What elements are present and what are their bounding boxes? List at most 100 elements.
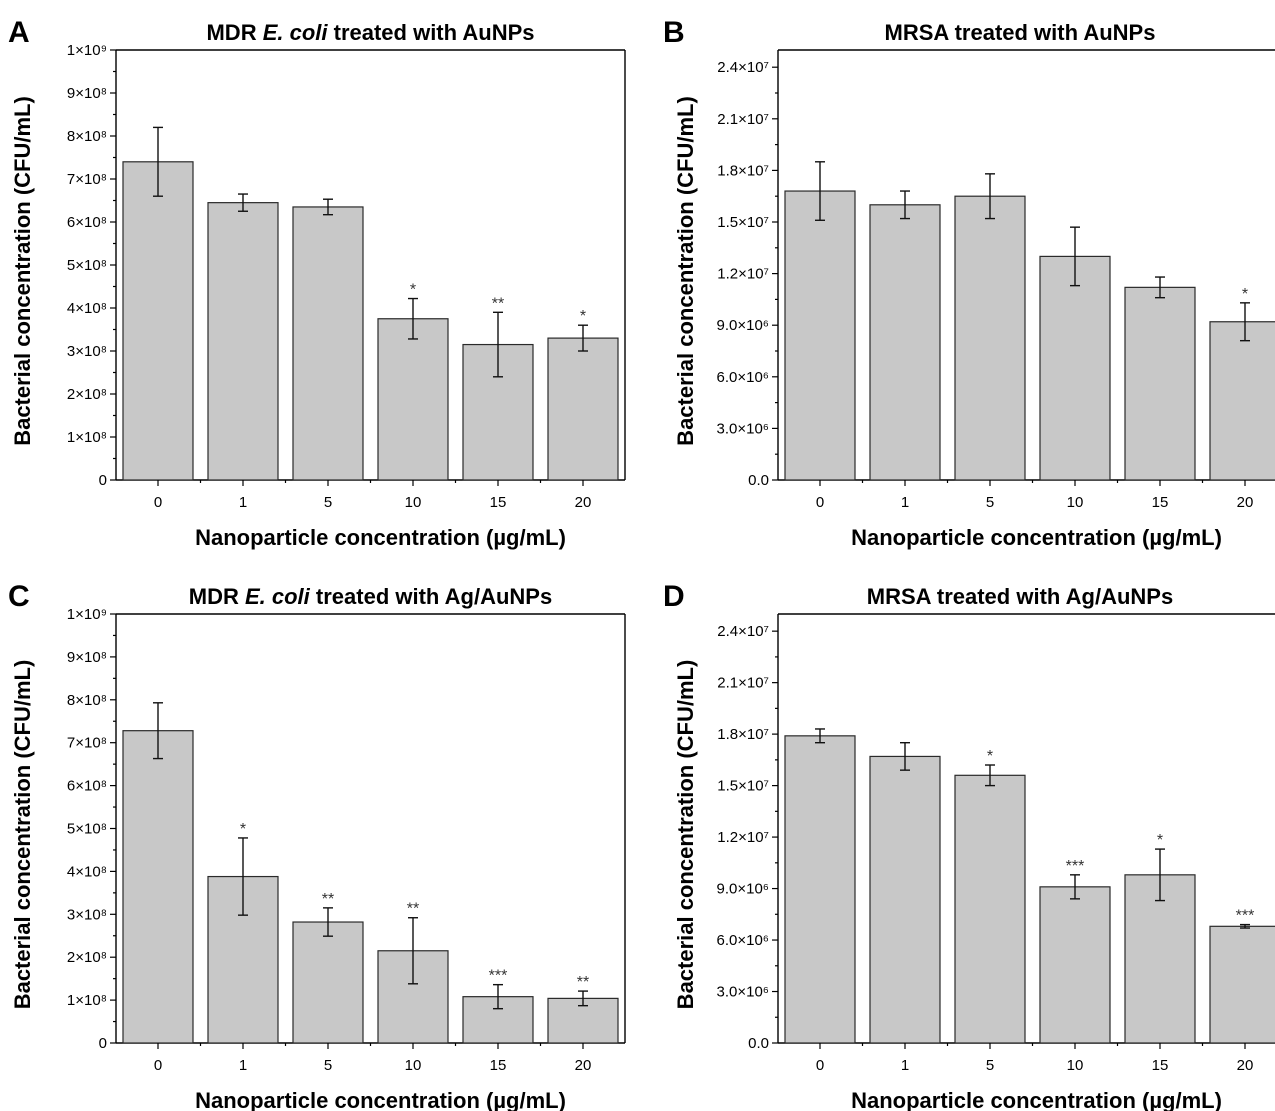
y-tick-label: 7×10⁸	[67, 735, 107, 752]
significance-marker: **	[322, 891, 334, 908]
bar-10	[1039, 886, 1111, 1044]
x-tick-label: 5	[986, 1057, 994, 1074]
chart-panel-a: A MDR E. coli treated with AuNPs 0 1×10⁸ 2×1…	[8, 16, 626, 550]
error-bar-1	[900, 742, 910, 771]
error-bar-5	[985, 173, 995, 220]
x-tick-label: 1	[239, 1057, 247, 1074]
chart-panel-d: D MRSA treated with Ag/AuNPs 0.0 3.0×10⁶ 6.0…	[663, 580, 1275, 1111]
x-tick-label: 0	[816, 1057, 824, 1074]
error-bar-0	[153, 702, 163, 760]
error-bar-0	[815, 161, 825, 221]
panel-letter: D	[663, 580, 685, 613]
x-tick-label: 0	[816, 494, 824, 511]
significance-marker: *	[580, 308, 586, 325]
panel-letter: C	[8, 580, 30, 613]
chart-title: MDR E. coli treated with Ag/AuNPs	[189, 584, 552, 609]
chart-panel-c: C MDR E. coli treated with Ag/AuNPs 0 1×10⁸…	[8, 580, 626, 1111]
x-tick-label: 20	[575, 1057, 592, 1074]
y-tick-label: 1.8×10⁷	[717, 726, 769, 743]
y-tick-label: 2×10⁸	[67, 386, 107, 403]
bar-0	[122, 730, 194, 1044]
bar-15	[1124, 286, 1196, 481]
bar-20	[547, 337, 619, 481]
y-tick-label: 1.5×10⁷	[717, 778, 769, 795]
y-axis-label: Bacterial concentration (CFU/mL)	[10, 96, 35, 446]
y-tick-label: 5×10⁸	[67, 257, 107, 274]
significance-marker: ***	[1236, 908, 1255, 925]
panel-letter: A	[8, 16, 30, 49]
y-tick-label: 1.8×10⁷	[717, 162, 769, 179]
x-tick-label: 10	[1067, 494, 1084, 511]
x-tick-label: 15	[490, 1057, 507, 1074]
significance-marker: *	[987, 748, 993, 765]
x-tick-label: 10	[405, 494, 422, 511]
x-tick-label: 1	[901, 494, 909, 511]
y-tick-label: 4×10⁸	[67, 300, 107, 317]
significance-marker: *	[410, 282, 416, 299]
y-tick-label: 2.4×10⁷	[717, 623, 769, 640]
error-bar-15	[493, 311, 503, 378]
error-bar-1	[238, 193, 248, 212]
y-tick-label: 3.0×10⁶	[717, 984, 769, 1001]
y-axis-label: Bacterial concentration (CFU/mL)	[673, 96, 698, 446]
bar-20	[1209, 321, 1275, 481]
significance-marker: *	[240, 821, 246, 838]
y-tick-label: 1.2×10⁷	[717, 266, 769, 283]
y-tick-label: 6×10⁸	[67, 214, 107, 231]
y-axis-label: Bacterial concentration (CFU/mL)	[10, 660, 35, 1010]
significance-marker: *	[1157, 832, 1163, 849]
significance-marker: **	[407, 901, 419, 918]
y-tick-label: 8×10⁸	[67, 692, 107, 709]
error-bar-10	[1070, 226, 1080, 287]
x-tick-label: 10	[1067, 1057, 1084, 1074]
y-tick-label: 2.1×10⁷	[717, 675, 769, 692]
bar-5	[292, 206, 364, 481]
significance-marker: ***	[1066, 858, 1085, 875]
y-tick-label: 3.0×10⁶	[717, 420, 769, 437]
chart-panel-b: B MRSA treated with AuNPs 0.0 3.0×10⁶ 6.0×10…	[663, 16, 1275, 550]
bar-5	[954, 195, 1026, 481]
chart-title: MRSA treated with AuNPs	[885, 20, 1156, 45]
error-bar-5	[985, 764, 995, 787]
bar-5	[292, 921, 364, 1044]
y-tick-label: 2×10⁸	[67, 949, 107, 966]
bar-15	[1124, 874, 1196, 1044]
x-tick-label: 20	[1237, 494, 1254, 511]
bar-0	[784, 190, 856, 481]
error-bar-20	[1240, 302, 1250, 342]
y-tick-label: 2.4×10⁷	[717, 59, 769, 76]
error-bar-1	[900, 190, 910, 220]
x-axis-label: Nanoparticle concentration (µg/mL)	[851, 1088, 1222, 1111]
error-bar-0	[815, 728, 825, 744]
x-tick-label: 10	[405, 1057, 422, 1074]
bar-10	[1039, 255, 1111, 481]
y-tick-label: 7×10⁸	[67, 171, 107, 188]
x-tick-label: 15	[1152, 494, 1169, 511]
chart-title: MRSA treated with Ag/AuNPs	[867, 584, 1173, 609]
x-axis-label: Nanoparticle concentration (µg/mL)	[195, 525, 566, 550]
error-bar-15	[493, 983, 503, 1010]
error-bar-10	[1070, 874, 1080, 900]
y-tick-label: 1×10⁹	[67, 42, 107, 59]
bar-5	[954, 774, 1026, 1044]
x-tick-label: 1	[901, 1057, 909, 1074]
y-tick-label: 1×10⁹	[67, 606, 107, 623]
x-tick-label: 20	[575, 494, 592, 511]
bar-20	[1209, 925, 1275, 1044]
x-tick-label: 5	[986, 494, 994, 511]
y-tick-label: 8×10⁸	[67, 128, 107, 145]
y-tick-label: 4×10⁸	[67, 863, 107, 880]
y-tick-label: 3×10⁸	[67, 343, 107, 360]
y-tick-label: 1.2×10⁷	[717, 829, 769, 846]
significance-marker: **	[492, 295, 504, 312]
x-tick-label: 5	[324, 1057, 332, 1074]
y-tick-label: 0	[99, 1035, 107, 1052]
x-tick-label: 15	[490, 494, 507, 511]
y-axis-label: Bacterial concentration (CFU/mL)	[673, 660, 698, 1010]
x-tick-label: 20	[1237, 1057, 1254, 1074]
bar-0	[122, 161, 194, 481]
x-tick-label: 1	[239, 494, 247, 511]
error-bar-10	[408, 297, 418, 340]
error-bar-15	[1155, 848, 1165, 902]
